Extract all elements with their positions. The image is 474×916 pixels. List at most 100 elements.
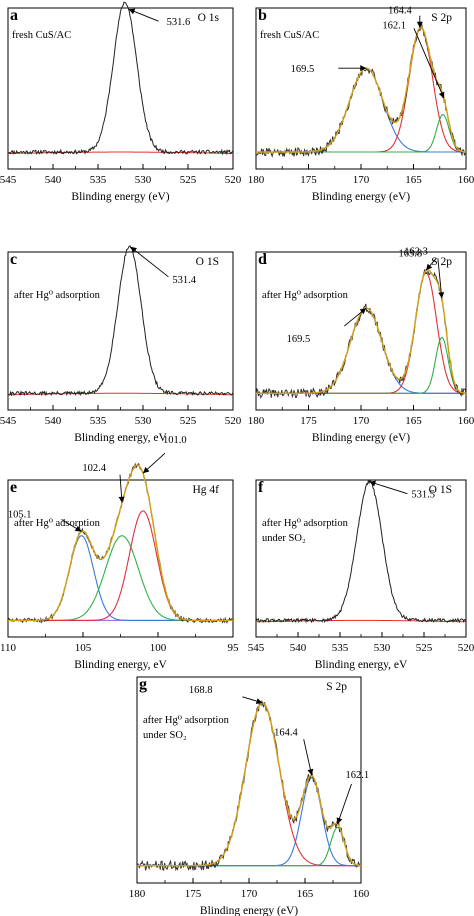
spectrum-line <box>7 1 234 156</box>
panel-letter: f <box>258 479 264 496</box>
x-tick-label: 530 <box>374 642 391 654</box>
fit-component <box>8 535 233 621</box>
annotation-arrowhead <box>74 525 82 532</box>
panel-letter: b <box>258 7 267 24</box>
x-tick-label: 520 <box>225 174 242 186</box>
sample-label: after Hg⁰ adsorption <box>14 290 101 301</box>
x-tick-label: 525 <box>180 415 197 427</box>
x-tick-label: 545 <box>0 415 17 427</box>
x-tick-label: 530 <box>135 415 152 427</box>
x-tick-label: 530 <box>135 174 152 186</box>
sample-label: after Hg⁰ adsorption <box>143 715 230 726</box>
panel-letter: g <box>139 676 147 693</box>
x-axis-label: Blinding energy (eV) <box>312 432 410 444</box>
fit-component <box>256 27 467 153</box>
x-tick-label: 535 <box>90 174 107 186</box>
x-tick-label: 105 <box>75 642 92 654</box>
x-tick-label: 160 <box>458 174 474 186</box>
x-tick-label: 545 <box>0 174 17 186</box>
spectrum-line <box>7 245 234 397</box>
annotation-arrow <box>413 28 445 99</box>
x-tick-label: 545 <box>248 642 265 654</box>
x-tick-label: 525 <box>416 642 433 654</box>
x-tick-label: 540 <box>45 415 62 427</box>
panel-letter: a <box>10 7 18 24</box>
x-axis-label: Blinding energy, eV <box>315 659 408 671</box>
plot-frame <box>255 251 467 411</box>
peak-annotation: 101.0 <box>163 435 187 446</box>
peak-annotation: 164.4 <box>274 727 298 738</box>
peak-annotation: 162.3 <box>404 246 428 257</box>
spectrum-line <box>136 699 362 872</box>
x-tick-label: 100 <box>150 642 167 654</box>
peak-annotation: 169.5 <box>291 64 315 75</box>
annotation-arrowhead <box>118 496 125 503</box>
annotation-arrowhead <box>438 91 445 99</box>
fit-component <box>256 67 466 153</box>
peak-annotation: 162.1 <box>345 770 369 781</box>
annotation-arrowhead <box>143 466 150 474</box>
sample-label: after Hg⁰ adsorption <box>262 518 349 529</box>
peak-annotation: 105.1 <box>8 510 32 521</box>
fit-envelope <box>137 702 362 867</box>
panel-title: S 2p <box>326 681 347 693</box>
annotation-arrow <box>337 783 352 825</box>
annotation-arrowhead <box>255 698 263 704</box>
peak-annotation: 531.5 <box>411 490 435 501</box>
fit-component <box>8 535 233 621</box>
fit-component <box>137 826 362 867</box>
annotation-arrowhead <box>416 21 423 28</box>
sample-label: after Hg⁰ adsorption <box>14 518 101 529</box>
sample-label: fresh CuS/AC <box>260 30 319 41</box>
annotation-arrow <box>369 481 408 495</box>
x-tick-label: 180 <box>129 888 146 900</box>
x-tick-label: 180 <box>248 415 265 427</box>
peak-annotation: 168.8 <box>189 685 213 696</box>
peak-annotation: 164.4 <box>388 6 412 17</box>
annotation-arrowhead <box>426 263 433 271</box>
panel-title: S 2p <box>431 256 452 268</box>
panel-a: 545 540 535 530 525 520 Blinding energy (eV) a O… <box>0 1 242 203</box>
peak-annotation: 169.5 <box>287 334 311 345</box>
x-tick-label: 535 <box>332 642 349 654</box>
x-tick-label: 160 <box>458 415 474 427</box>
x-axis-label: Blinding energy (eV) <box>71 191 169 203</box>
x-tick-label: 160 <box>353 888 370 900</box>
x-tick-label: 520 <box>458 642 474 654</box>
x-tick-label: 95 <box>228 642 240 654</box>
fit-envelope <box>256 26 466 153</box>
panel-letter: c <box>10 251 17 268</box>
x-tick-label: 520 <box>225 415 242 427</box>
peak-annotation: 102.4 <box>82 463 106 474</box>
x-tick-label: 175 <box>185 888 202 900</box>
x-tick-label: 540 <box>45 174 62 186</box>
fit-envelope <box>256 268 467 394</box>
x-tick-label: 535 <box>90 415 107 427</box>
panel-g: 180 175 170 165 160 Blinding energy (eV) g S 2p… <box>129 676 370 916</box>
x-tick-label: 165 <box>405 174 422 186</box>
x-axis-label: Blinding energy (eV) <box>312 191 410 203</box>
panel-title: O 1s <box>198 12 220 24</box>
panel-letter: d <box>258 251 267 268</box>
annotation-arrowhead <box>336 817 343 824</box>
fit-component <box>256 307 466 394</box>
x-axis-label: Blinding energy (eV) <box>200 905 298 916</box>
panel-d: 180 175 170 165 160 Blinding energy (eV) d S 2p… <box>248 246 474 444</box>
panel-f: 545 540 535 530 525 520 Blinding energy, eV f O … <box>248 479 474 671</box>
panel-e: 110 105 100 95 Blinding energy, eV e Hg 4f afte… <box>0 435 239 671</box>
peak-annotation: 531.4 <box>172 275 196 286</box>
annotation-arrowhead <box>360 65 367 72</box>
background-line <box>8 151 233 154</box>
annotation-arrowhead <box>369 480 377 487</box>
x-tick-label: 180 <box>248 174 265 186</box>
x-tick-label: 170 <box>353 174 370 186</box>
x-tick-label: 525 <box>180 174 197 186</box>
x-axis-label: Blinding energy, eV <box>74 432 167 444</box>
x-axis-label: Blinding energy, eV <box>74 659 167 671</box>
annotation-arrowhead <box>130 246 137 253</box>
x-tick-label: 165 <box>297 888 314 900</box>
x-tick-label: 175 <box>300 174 317 186</box>
plot-frame <box>255 479 467 638</box>
annotation-arrow <box>130 246 169 278</box>
